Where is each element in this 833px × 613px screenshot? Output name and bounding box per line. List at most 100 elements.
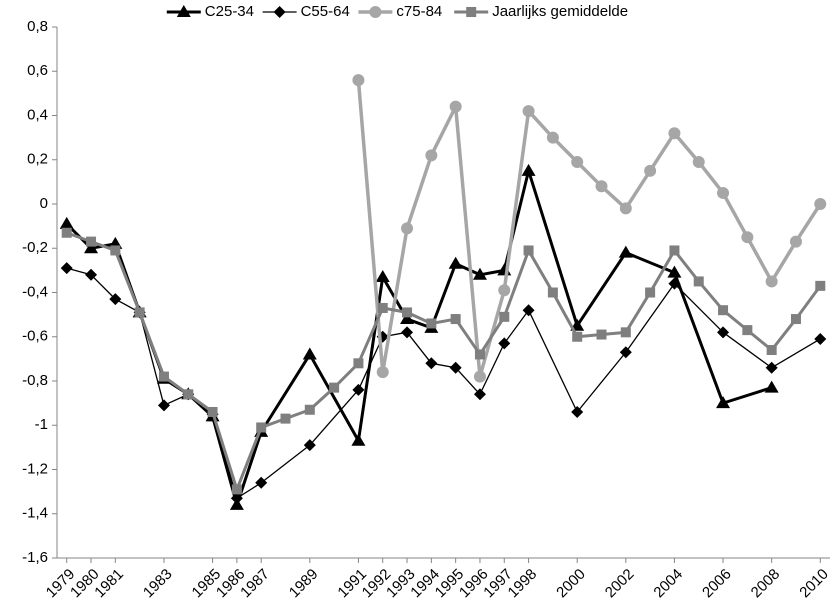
marker	[400, 312, 415, 325]
x-tick-label: 1983	[140, 566, 176, 602]
marker	[85, 268, 98, 281]
marker	[303, 439, 316, 452]
marker	[426, 318, 437, 329]
marker	[692, 155, 705, 168]
legend-label: c75-84	[396, 3, 442, 20]
marker	[619, 202, 632, 215]
marker	[352, 383, 365, 396]
marker	[352, 74, 365, 87]
marker	[596, 329, 607, 340]
x-tick-label: 1989	[286, 566, 322, 602]
marker	[450, 314, 461, 325]
marker	[61, 227, 72, 238]
marker	[814, 198, 827, 210]
marker	[109, 293, 122, 306]
series-line	[65, 169, 773, 507]
marker	[595, 180, 608, 193]
marker	[667, 265, 682, 278]
x-tick-label: 1987	[237, 566, 273, 602]
marker	[741, 231, 754, 244]
marker	[425, 357, 438, 370]
marker	[84, 241, 99, 254]
marker	[522, 304, 535, 317]
x-tick-label: 2000	[553, 566, 589, 602]
marker	[375, 270, 390, 283]
marker	[620, 327, 631, 338]
y-tick-label: -1,6	[22, 549, 48, 566]
marker	[256, 422, 267, 433]
marker	[473, 370, 486, 383]
series	[352, 74, 827, 383]
marker	[815, 280, 826, 291]
marker	[547, 287, 558, 298]
legend-item: c75-84	[358, 3, 442, 20]
legend-label: Jaarlijks gemiddelde	[492, 3, 628, 20]
marker	[230, 492, 243, 505]
x-tick-label: 2008	[748, 566, 784, 602]
marker	[302, 347, 317, 360]
y-tick-label: -0,6	[22, 328, 48, 345]
marker	[448, 256, 463, 269]
marker	[644, 164, 657, 177]
marker	[718, 305, 729, 316]
x-tick-label: 2004	[650, 566, 686, 602]
marker	[572, 331, 583, 342]
legend-marker	[273, 6, 286, 18]
marker	[766, 345, 777, 356]
legend-item: Jaarlijks gemiddelde	[454, 3, 628, 20]
y-tick-label: 0,4	[27, 106, 48, 123]
legend-marker	[176, 5, 191, 17]
marker	[716, 396, 731, 409]
marker	[449, 100, 462, 113]
marker	[618, 245, 633, 258]
marker	[693, 276, 704, 287]
marker	[498, 337, 511, 350]
legend-label: C25-34	[205, 3, 254, 20]
x-tick-label: 2006	[699, 566, 735, 602]
y-tick-label: -0,8	[22, 372, 48, 389]
marker	[668, 277, 681, 290]
marker	[425, 149, 438, 162]
marker	[158, 371, 169, 382]
marker	[814, 332, 827, 345]
marker	[473, 388, 486, 401]
y-tick-label: 0	[40, 195, 48, 212]
marker	[231, 484, 242, 495]
marker	[789, 235, 802, 248]
marker	[183, 389, 194, 400]
marker	[765, 275, 778, 288]
marker	[717, 186, 730, 199]
marker	[86, 236, 97, 247]
y-tick-label: -1	[35, 416, 48, 433]
marker	[304, 404, 315, 415]
x-tick-label: 2002	[602, 566, 638, 602]
x-tick-label: 1981	[91, 566, 127, 602]
marker	[59, 216, 74, 229]
y-tick-label: 0,2	[27, 151, 48, 168]
marker	[571, 405, 584, 418]
marker	[157, 399, 170, 412]
x-tick-label: 2010	[796, 566, 832, 602]
marker	[280, 413, 291, 424]
marker	[742, 325, 753, 336]
marker	[353, 358, 364, 369]
marker	[546, 131, 559, 144]
marker	[668, 127, 681, 140]
marker	[402, 307, 413, 318]
y-tick-label: -1,2	[22, 460, 48, 477]
marker	[764, 380, 779, 393]
y-tick-label: -1,4	[22, 505, 48, 522]
marker	[474, 349, 485, 360]
marker	[207, 406, 218, 417]
marker	[765, 361, 778, 374]
marker	[571, 155, 584, 168]
y-tick-label: 0,6	[27, 62, 48, 79]
series-line	[66, 267, 821, 499]
legend-item: C25-34	[166, 3, 254, 20]
marker	[255, 476, 268, 489]
y-tick-label: 0,8	[27, 18, 48, 35]
marker	[449, 361, 462, 374]
marker	[619, 346, 632, 359]
marker	[521, 163, 536, 176]
